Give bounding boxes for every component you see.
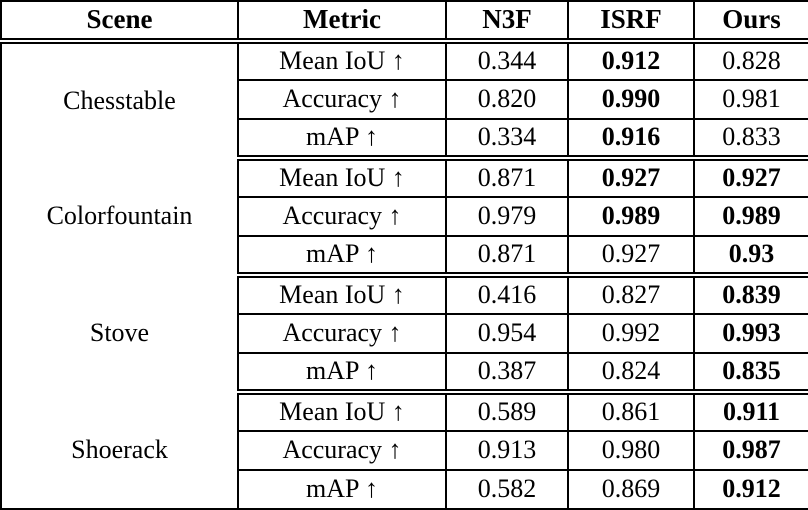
value-cell-n3f: 0.871: [445, 158, 568, 198]
metric-cell: Mean IoU ↑: [237, 41, 446, 81]
header-isrf: ISRF: [567, 1, 694, 44]
value-cell-ours: 0.927: [693, 158, 808, 198]
metric-cell: Mean IoU ↑: [237, 392, 446, 432]
value-cell-isrf: 0.980: [567, 431, 694, 471]
value-cell-n3f: 0.589: [445, 392, 568, 432]
value-cell-ours: 0.911: [693, 392, 808, 432]
header-n3f: N3F: [445, 1, 568, 44]
value-cell-n3f: 0.334: [445, 119, 568, 161]
scene-cell-stove: Stove: [0, 275, 238, 392]
header-ours: Ours: [693, 1, 808, 44]
metric-cell: Mean IoU ↑: [237, 275, 446, 315]
value-cell-n3f: 0.820: [445, 80, 568, 120]
metric-cell: mAP ↑: [237, 470, 446, 509]
scene-cell-shoerack: Shoerack: [0, 392, 238, 509]
header-metric: Metric: [237, 1, 446, 44]
value-cell-n3f: 0.913: [445, 431, 568, 471]
value-cell-isrf: 0.861: [567, 392, 694, 432]
value-cell-ours: 0.993: [693, 314, 808, 354]
scene-cell-colorfountain: Colorfountain: [0, 158, 238, 275]
value-cell-ours: 0.987: [693, 431, 808, 471]
table-row: mAP ↑ 0.871 0.927 0.93: [1, 236, 808, 278]
table-row: Accuracy ↑ 0.954 0.992 0.993: [1, 314, 808, 354]
value-cell-n3f: 0.582: [445, 470, 568, 509]
metric-cell: Accuracy ↑: [237, 80, 446, 120]
value-cell-isrf: 0.916: [567, 119, 694, 161]
value-cell-isrf: 0.927: [567, 158, 694, 198]
metric-cell: mAP ↑: [237, 353, 446, 395]
header-row: Scene Metric N3F ISRF Ours: [0, 1, 808, 44]
table-row: Shoerack Mean IoU ↑ 0.589 0.861 0.911: [0, 392, 808, 509]
value-cell-isrf: 0.927: [567, 236, 694, 278]
table-row: Accuracy ↑ 0.913 0.980 0.987: [1, 431, 808, 471]
value-cell-n3f: 0.344: [445, 41, 568, 81]
table-row: Chesstable Mean IoU ↑ 0.344 0.912 0.828: [0, 41, 808, 158]
table-row: Stove Mean IoU ↑ 0.416 0.827 0.839: [0, 275, 808, 392]
value-cell-ours: 0.833: [693, 119, 808, 161]
metric-cell: Mean IoU ↑: [237, 158, 446, 198]
metric-cell: Accuracy ↑: [237, 314, 446, 354]
value-cell-isrf: 0.869: [567, 470, 694, 509]
table-row: mAP ↑ 0.582 0.869 0.912: [1, 470, 808, 509]
value-cell-isrf: 0.989: [567, 197, 694, 237]
metric-cell: Accuracy ↑: [237, 197, 446, 237]
table-row: Accuracy ↑ 0.979 0.989 0.989: [1, 197, 808, 237]
metric-cell: Accuracy ↑: [237, 431, 446, 471]
value-cell-ours: 0.839: [693, 275, 808, 315]
value-cell-ours: 0.93: [693, 236, 808, 278]
value-cell-ours: 0.828: [693, 41, 808, 81]
table-row: mAP ↑ 0.387 0.824 0.835: [1, 353, 808, 395]
value-cell-isrf: 0.912: [567, 41, 694, 81]
table-row: mAP ↑ 0.334 0.916 0.833: [1, 119, 808, 161]
value-cell-isrf: 0.827: [567, 275, 694, 315]
value-cell-n3f: 0.954: [445, 314, 568, 354]
value-cell-isrf: 0.992: [567, 314, 694, 354]
scene-cell-chesstable: Chesstable: [0, 41, 238, 158]
table-row: Accuracy ↑ 0.820 0.990 0.981: [1, 80, 808, 120]
metric-cell: mAP ↑: [237, 119, 446, 161]
value-cell-ours: 0.981: [693, 80, 808, 120]
value-cell-n3f: 0.979: [445, 197, 568, 237]
value-cell-isrf: 0.990: [567, 80, 694, 120]
value-cell-isrf: 0.824: [567, 353, 694, 395]
value-cell-n3f: 0.387: [445, 353, 568, 395]
metric-cell: mAP ↑: [237, 236, 446, 278]
table-row: Colorfountain Mean IoU ↑ 0.871 0.927 0.9…: [0, 158, 808, 275]
value-cell-n3f: 0.871: [445, 236, 568, 278]
value-cell-ours: 0.835: [693, 353, 808, 395]
header-scene: Scene: [0, 1, 238, 44]
value-cell-n3f: 0.416: [445, 275, 568, 315]
value-cell-ours: 0.989: [693, 197, 808, 237]
value-cell-ours: 0.912: [693, 470, 808, 509]
